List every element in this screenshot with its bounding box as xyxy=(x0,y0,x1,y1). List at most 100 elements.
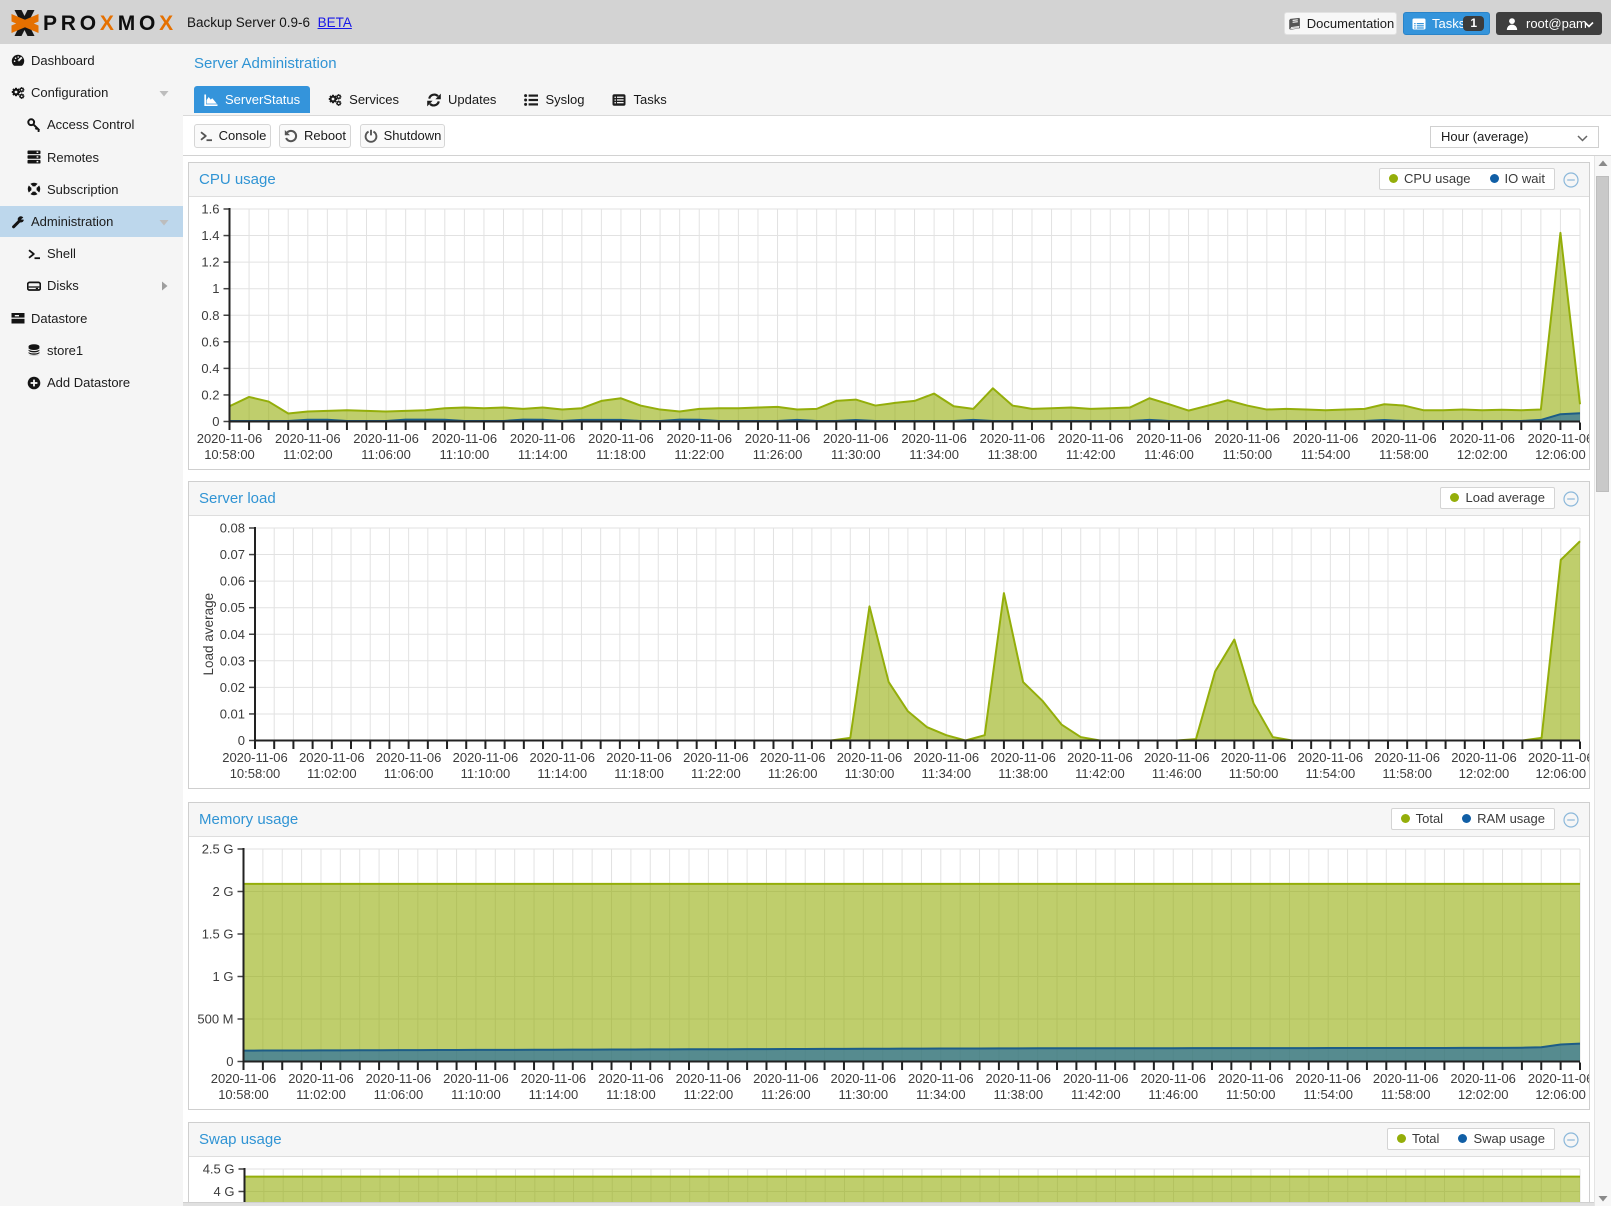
svg-text:11:26:00: 11:26:00 xyxy=(761,1087,811,1102)
svg-text:10:58:00: 10:58:00 xyxy=(230,766,281,781)
svg-text:11:10:00: 11:10:00 xyxy=(461,766,511,781)
svg-text:11:54:00: 11:54:00 xyxy=(1301,447,1351,462)
svg-text:11:18:00: 11:18:00 xyxy=(606,1087,656,1102)
svg-text:1.6: 1.6 xyxy=(201,202,219,217)
svg-text:2020-11-06: 2020-11-06 xyxy=(521,1071,587,1086)
svg-text:11:58:00: 11:58:00 xyxy=(1379,447,1429,462)
svg-text:11:26:00: 11:26:00 xyxy=(753,447,803,462)
svg-text:11:30:00: 11:30:00 xyxy=(839,1087,889,1102)
svg-text:2020-11-06: 2020-11-06 xyxy=(1136,431,1202,446)
svg-text:11:46:00: 11:46:00 xyxy=(1144,447,1194,462)
svg-text:11:02:00: 11:02:00 xyxy=(307,766,357,781)
svg-text:2020-11-06: 2020-11-06 xyxy=(1373,1071,1439,1086)
svg-text:2020-11-06: 2020-11-06 xyxy=(366,1071,432,1086)
svg-text:2020-11-06: 2020-11-06 xyxy=(908,1071,974,1086)
svg-text:11:50:00: 11:50:00 xyxy=(1229,766,1279,781)
svg-text:2020-11-06: 2020-11-06 xyxy=(1221,750,1287,765)
svg-text:11:26:00: 11:26:00 xyxy=(768,766,818,781)
svg-text:12:06:00: 12:06:00 xyxy=(1535,1087,1586,1102)
svg-text:2020-11-06: 2020-11-06 xyxy=(529,750,595,765)
svg-text:12:02:00: 12:02:00 xyxy=(1458,1087,1509,1102)
svg-text:2020-11-06: 2020-11-06 xyxy=(1293,431,1359,446)
svg-text:11:02:00: 11:02:00 xyxy=(283,447,333,462)
svg-text:2020-11-06: 2020-11-06 xyxy=(676,1071,742,1086)
svg-text:11:06:00: 11:06:00 xyxy=(384,766,434,781)
svg-text:11:34:00: 11:34:00 xyxy=(921,766,971,781)
svg-text:4.5 G: 4.5 G xyxy=(203,1162,235,1177)
svg-text:2020-11-06: 2020-11-06 xyxy=(1063,1071,1129,1086)
svg-text:11:46:00: 11:46:00 xyxy=(1152,766,1202,781)
svg-text:11:14:00: 11:14:00 xyxy=(537,766,587,781)
svg-text:2020-11-06: 2020-11-06 xyxy=(1298,750,1364,765)
svg-text:0.02: 0.02 xyxy=(220,680,245,695)
svg-text:2020-11-06: 2020-11-06 xyxy=(901,431,967,446)
svg-text:2020-11-06: 2020-11-06 xyxy=(606,750,672,765)
svg-text:1.2: 1.2 xyxy=(201,255,219,270)
svg-text:2020-11-06: 2020-11-06 xyxy=(753,1071,819,1086)
svg-text:2020-11-06: 2020-11-06 xyxy=(683,750,749,765)
svg-text:11:34:00: 11:34:00 xyxy=(909,447,959,462)
svg-text:2.5 G: 2.5 G xyxy=(202,842,234,857)
svg-text:11:38:00: 11:38:00 xyxy=(993,1087,1043,1102)
svg-text:11:10:00: 11:10:00 xyxy=(440,447,490,462)
svg-text:0.04: 0.04 xyxy=(220,627,245,642)
svg-text:11:06:00: 11:06:00 xyxy=(361,447,411,462)
svg-text:2020-11-06: 2020-11-06 xyxy=(1450,1071,1516,1086)
svg-text:11:06:00: 11:06:00 xyxy=(374,1087,424,1102)
svg-text:11:54:00: 11:54:00 xyxy=(1303,1087,1353,1102)
svg-text:2020-11-06: 2020-11-06 xyxy=(353,431,419,446)
svg-text:12:06:00: 12:06:00 xyxy=(1535,447,1586,462)
svg-text:11:38:00: 11:38:00 xyxy=(998,766,1048,781)
svg-text:11:42:00: 11:42:00 xyxy=(1066,447,1116,462)
svg-text:0.8: 0.8 xyxy=(201,308,219,323)
svg-text:0: 0 xyxy=(212,414,219,429)
svg-text:0.03: 0.03 xyxy=(220,653,245,668)
svg-text:0.6: 0.6 xyxy=(201,334,219,349)
svg-text:2020-11-06: 2020-11-06 xyxy=(211,1071,277,1086)
svg-text:2020-11-06: 2020-11-06 xyxy=(588,431,654,446)
svg-text:0.4: 0.4 xyxy=(201,361,219,376)
svg-text:2020-11-06: 2020-11-06 xyxy=(432,431,498,446)
svg-text:2020-11-06: 2020-11-06 xyxy=(222,750,288,765)
svg-text:11:22:00: 11:22:00 xyxy=(691,766,741,781)
svg-text:11:30:00: 11:30:00 xyxy=(831,447,881,462)
svg-text:4 G: 4 G xyxy=(214,1184,235,1199)
svg-text:11:42:00: 11:42:00 xyxy=(1075,766,1125,781)
svg-text:11:14:00: 11:14:00 xyxy=(529,1087,579,1102)
svg-text:2020-11-06: 2020-11-06 xyxy=(1058,431,1124,446)
svg-text:11:42:00: 11:42:00 xyxy=(1071,1087,1121,1102)
svg-text:2020-11-06: 2020-11-06 xyxy=(914,750,980,765)
svg-text:2020-11-06: 2020-11-06 xyxy=(197,431,263,446)
svg-text:0.06: 0.06 xyxy=(220,574,245,589)
svg-text:2020-11-06: 2020-11-06 xyxy=(745,431,811,446)
svg-text:2 G: 2 G xyxy=(213,884,234,899)
svg-text:1: 1 xyxy=(212,281,219,296)
svg-text:11:18:00: 11:18:00 xyxy=(596,447,646,462)
svg-text:2020-11-06: 2020-11-06 xyxy=(510,431,576,446)
svg-text:11:30:00: 11:30:00 xyxy=(845,766,895,781)
svg-text:2020-11-06: 2020-11-06 xyxy=(980,431,1046,446)
svg-text:2020-11-06: 2020-11-06 xyxy=(275,431,341,446)
svg-text:2020-11-06: 2020-11-06 xyxy=(990,750,1056,765)
svg-text:1.5 G: 1.5 G xyxy=(202,927,234,942)
svg-text:2020-11-06: 2020-11-06 xyxy=(1214,431,1280,446)
svg-text:500 M: 500 M xyxy=(197,1012,233,1027)
svg-text:11:58:00: 11:58:00 xyxy=(1381,1087,1431,1102)
svg-text:0.05: 0.05 xyxy=(220,600,245,615)
svg-text:11:22:00: 11:22:00 xyxy=(684,1087,734,1102)
svg-text:11:46:00: 11:46:00 xyxy=(1148,1087,1198,1102)
svg-text:12:06:00: 12:06:00 xyxy=(1535,766,1586,781)
svg-text:0.01: 0.01 xyxy=(220,706,245,721)
svg-text:2020-11-06: 2020-11-06 xyxy=(1140,1071,1206,1086)
svg-text:12:02:00: 12:02:00 xyxy=(1457,447,1508,462)
svg-text:2020-11-06: 2020-11-06 xyxy=(299,750,365,765)
svg-text:11:02:00: 11:02:00 xyxy=(296,1087,346,1102)
svg-text:2020-11-06: 2020-11-06 xyxy=(1371,431,1437,446)
svg-text:11:34:00: 11:34:00 xyxy=(916,1087,966,1102)
svg-text:2020-11-06: 2020-11-06 xyxy=(666,431,732,446)
svg-text:2020-11-06: 2020-11-06 xyxy=(1449,431,1515,446)
svg-text:2020-11-06: 2020-11-06 xyxy=(986,1071,1052,1086)
svg-text:0.08: 0.08 xyxy=(220,521,245,536)
svg-text:2020-11-06: 2020-11-06 xyxy=(1218,1071,1284,1086)
svg-text:2020-11-06: 2020-11-06 xyxy=(1295,1071,1361,1086)
